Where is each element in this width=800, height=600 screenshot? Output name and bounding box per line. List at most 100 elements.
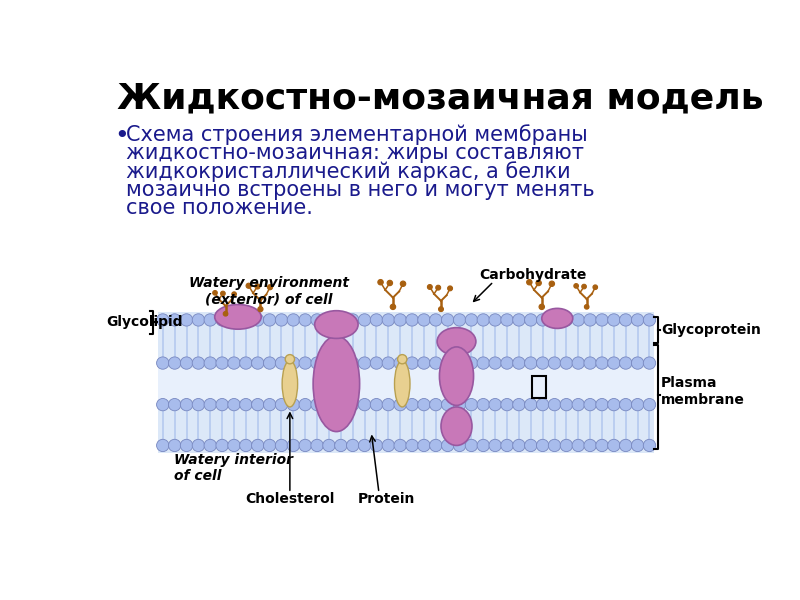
- Text: Watery interior
of cell: Watery interior of cell: [174, 453, 293, 484]
- Ellipse shape: [513, 398, 525, 411]
- Ellipse shape: [192, 357, 205, 369]
- Ellipse shape: [572, 439, 585, 452]
- Ellipse shape: [204, 314, 217, 326]
- Ellipse shape: [228, 314, 240, 326]
- Ellipse shape: [418, 314, 430, 326]
- Ellipse shape: [548, 439, 561, 452]
- Ellipse shape: [489, 398, 502, 411]
- Ellipse shape: [255, 284, 260, 289]
- Ellipse shape: [454, 357, 466, 369]
- Ellipse shape: [180, 357, 193, 369]
- Ellipse shape: [448, 286, 453, 291]
- Ellipse shape: [584, 314, 596, 326]
- Ellipse shape: [334, 398, 347, 411]
- Ellipse shape: [596, 357, 608, 369]
- Ellipse shape: [251, 398, 264, 411]
- Ellipse shape: [572, 314, 585, 326]
- Ellipse shape: [418, 439, 430, 452]
- Text: Glycolipid: Glycolipid: [106, 315, 182, 329]
- Ellipse shape: [322, 398, 335, 411]
- Ellipse shape: [548, 398, 561, 411]
- Ellipse shape: [454, 314, 466, 326]
- Ellipse shape: [240, 398, 252, 411]
- Ellipse shape: [549, 281, 554, 286]
- Ellipse shape: [572, 398, 585, 411]
- Ellipse shape: [221, 291, 226, 296]
- Ellipse shape: [400, 281, 406, 286]
- Ellipse shape: [223, 311, 228, 316]
- Ellipse shape: [501, 398, 514, 411]
- Text: Cholesterol: Cholesterol: [245, 493, 334, 506]
- Ellipse shape: [263, 398, 276, 411]
- Ellipse shape: [322, 314, 335, 326]
- Ellipse shape: [436, 285, 441, 290]
- Text: жидкостно-мозаичная: жиры составляют: жидкостно-мозаичная: жиры составляют: [126, 143, 584, 163]
- Ellipse shape: [287, 357, 299, 369]
- Ellipse shape: [536, 280, 542, 286]
- Text: Схема строения элементарной мембраны: Схема строения элементарной мембраны: [126, 124, 588, 145]
- Ellipse shape: [454, 398, 466, 411]
- Ellipse shape: [439, 347, 474, 406]
- Ellipse shape: [228, 357, 240, 369]
- Ellipse shape: [619, 398, 632, 411]
- Ellipse shape: [394, 439, 406, 452]
- Ellipse shape: [466, 314, 478, 326]
- Ellipse shape: [204, 357, 217, 369]
- Ellipse shape: [157, 357, 169, 369]
- Ellipse shape: [180, 398, 193, 411]
- Ellipse shape: [513, 357, 525, 369]
- Ellipse shape: [382, 357, 394, 369]
- Ellipse shape: [525, 439, 537, 452]
- Bar: [158, 368, 654, 400]
- Ellipse shape: [394, 361, 410, 407]
- Ellipse shape: [643, 314, 656, 326]
- Ellipse shape: [390, 304, 396, 310]
- Ellipse shape: [169, 314, 181, 326]
- Ellipse shape: [370, 439, 382, 452]
- Text: Жидкостно-мозаичная модель: Жидкостно-мозаичная модель: [117, 82, 764, 116]
- Text: Protein: Protein: [358, 493, 415, 506]
- Ellipse shape: [322, 357, 335, 369]
- Ellipse shape: [525, 314, 537, 326]
- Text: мозаично встроены в него и могут менять: мозаично встроены в него и могут менять: [126, 180, 595, 200]
- Ellipse shape: [477, 398, 490, 411]
- Ellipse shape: [251, 357, 264, 369]
- Ellipse shape: [267, 284, 273, 290]
- Ellipse shape: [406, 398, 418, 411]
- Ellipse shape: [311, 398, 323, 411]
- Ellipse shape: [489, 357, 502, 369]
- Ellipse shape: [513, 314, 525, 326]
- Ellipse shape: [204, 398, 217, 411]
- Ellipse shape: [596, 314, 608, 326]
- Ellipse shape: [157, 439, 169, 452]
- Ellipse shape: [406, 439, 418, 452]
- Ellipse shape: [584, 398, 596, 411]
- Ellipse shape: [180, 439, 193, 452]
- Ellipse shape: [466, 439, 478, 452]
- Ellipse shape: [608, 314, 620, 326]
- Ellipse shape: [299, 439, 311, 452]
- Ellipse shape: [442, 357, 454, 369]
- Ellipse shape: [216, 439, 228, 452]
- Ellipse shape: [489, 439, 502, 452]
- Ellipse shape: [454, 439, 466, 452]
- Ellipse shape: [608, 357, 620, 369]
- Ellipse shape: [313, 336, 360, 431]
- Ellipse shape: [232, 292, 237, 296]
- Ellipse shape: [282, 361, 298, 407]
- Ellipse shape: [157, 314, 169, 326]
- Ellipse shape: [216, 314, 228, 326]
- Ellipse shape: [477, 357, 490, 369]
- Ellipse shape: [228, 398, 240, 411]
- Ellipse shape: [501, 439, 514, 452]
- Ellipse shape: [263, 439, 276, 452]
- Ellipse shape: [643, 439, 656, 452]
- Ellipse shape: [334, 357, 347, 369]
- Ellipse shape: [346, 357, 359, 369]
- Ellipse shape: [275, 314, 288, 326]
- Ellipse shape: [442, 439, 454, 452]
- Ellipse shape: [394, 398, 406, 411]
- Ellipse shape: [442, 314, 454, 326]
- Ellipse shape: [584, 305, 589, 309]
- Ellipse shape: [466, 398, 478, 411]
